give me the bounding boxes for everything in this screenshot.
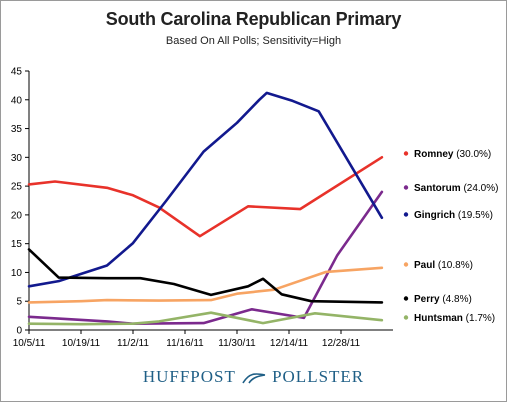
brand-swoosh-icon (242, 373, 265, 384)
x-tick-label: 10/5/11 (13, 338, 46, 349)
legend-dot (403, 296, 409, 301)
series-label: Huntsman (1.7%) (414, 313, 495, 324)
brand-logo: HUFFPOST POLLSTER (1, 367, 506, 387)
legend-dot (403, 185, 409, 190)
brand-left-text: HUFFPOST (142, 367, 236, 386)
chart-title: South Carolina Republican Primary (105, 9, 402, 29)
series-label: Gingrich (19.5%) (414, 210, 493, 221)
chart-subtitle: Based On All Polls; Sensitivity=High (165, 35, 342, 47)
y-tick-label: 15 (11, 239, 23, 250)
x-tick-label: 11/30/11 (218, 338, 256, 349)
x-tick-label: 11/16/11 (166, 338, 204, 349)
y-tick-label: 10 (11, 268, 23, 279)
x-tick-label: 10/19/11 (62, 338, 101, 349)
series-line (27, 190, 384, 326)
y-tick-label: 40 (11, 95, 23, 106)
legend-dot (403, 151, 409, 156)
x-tick-label: 12/28/11 (322, 338, 361, 349)
series-label: Santorum (24.0%) (414, 183, 498, 194)
y-tick-label: 5 (16, 297, 22, 308)
series-line (27, 248, 384, 304)
x-tick-label: 11/2/11 (117, 338, 149, 349)
legend-dot (403, 315, 409, 320)
y-tick-label: 30 (11, 153, 23, 164)
y-tick-label: 0 (16, 326, 22, 337)
legend-dot (403, 262, 409, 267)
brand-right-text: POLLSTER (272, 367, 365, 386)
series-line (27, 91, 384, 288)
y-tick-label: 20 (11, 210, 23, 221)
series-line (27, 266, 384, 304)
series-line (27, 156, 384, 238)
x-tick-label: 12/14/11 (270, 338, 309, 349)
series-label: Paul (10.8%) (414, 260, 473, 271)
y-tick-label: 25 (11, 182, 23, 193)
series-label: Perry (4.8%) (414, 294, 472, 305)
legend-dot (403, 212, 409, 217)
series-label: Romney (30.0%) (414, 149, 491, 160)
series-line (27, 311, 384, 326)
y-tick-label: 35 (11, 124, 23, 135)
y-tick-label: 45 (11, 67, 23, 78)
